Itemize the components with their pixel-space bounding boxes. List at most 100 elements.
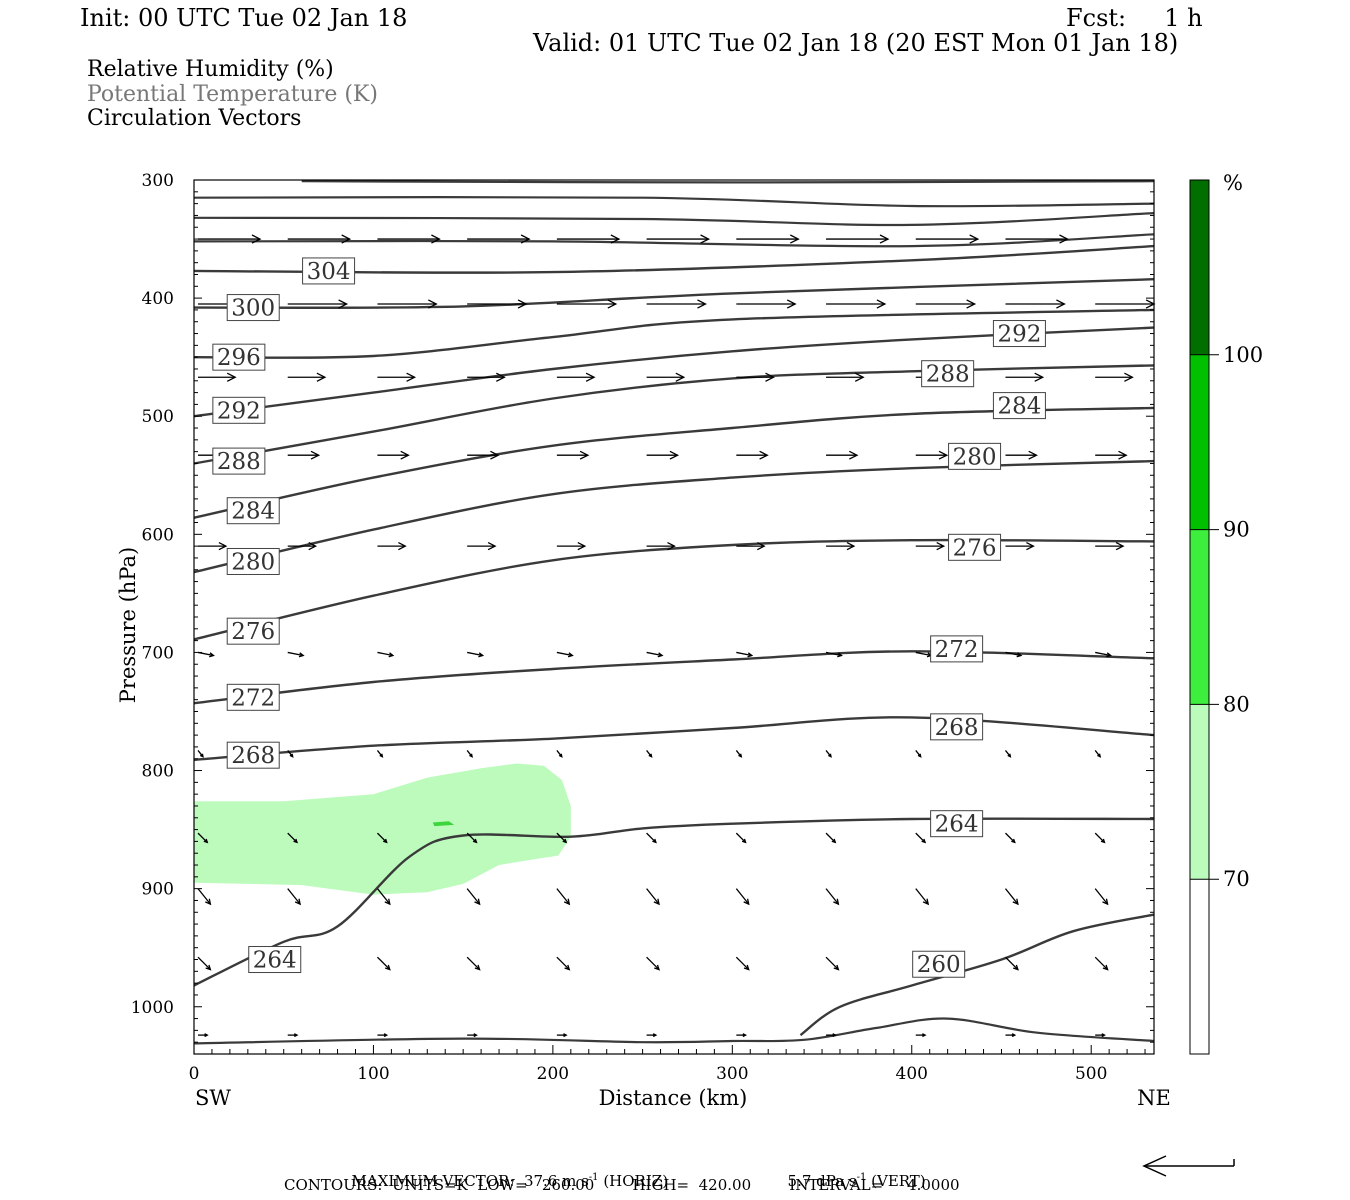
vector-head — [383, 1033, 389, 1038]
isentrope-268 — [193, 716, 1155, 762]
vector-head — [205, 898, 212, 906]
contour-label-264-box — [930, 810, 984, 838]
contour-label-268-box — [930, 713, 984, 741]
colorbar-label: 80 — [1223, 692, 1250, 716]
vector-head — [921, 838, 927, 844]
vector-shaft — [556, 651, 573, 657]
contour-label-280: 280 — [231, 549, 275, 575]
vector-shaft — [825, 832, 836, 843]
y-tick-label: 600 — [142, 525, 174, 545]
vector-shaft — [467, 651, 483, 657]
isentrope-extra — [193, 233, 1155, 248]
vector-head — [1026, 542, 1035, 551]
vector-head — [383, 838, 388, 844]
vector-head — [209, 652, 215, 658]
x-tick-label: 400 — [896, 1064, 928, 1084]
plot-border — [193, 179, 1155, 1055]
max-vector-line: MAXIMUM VECTOR: 37.6 m s-1 (HORIZ) — [342, 1158, 669, 1190]
vector-head — [289, 753, 294, 758]
vector-head — [1106, 652, 1113, 658]
contour-label-276-box — [948, 533, 1002, 561]
vector-head — [517, 299, 528, 309]
vector-shaft — [1094, 832, 1105, 843]
vector-head — [563, 1033, 568, 1038]
isentrope-extra — [193, 195, 1155, 208]
vector-shaft — [466, 832, 477, 843]
field-rh: Relative Humidity (%) — [87, 57, 334, 82]
vector-head — [490, 450, 500, 460]
contour-label-272: 272 — [231, 685, 275, 711]
vector-shaft — [556, 956, 570, 971]
x-axis-right-end: NE — [1137, 1086, 1171, 1110]
vector-head — [938, 450, 949, 460]
contour-label-264: 264 — [935, 812, 979, 838]
isentrope-280 — [193, 459, 1155, 574]
isentrope-300 — [193, 278, 1155, 309]
vector-head — [406, 372, 417, 382]
vector-shaft — [197, 888, 211, 905]
forecast-hour: Fcst: 1 h — [1066, 4, 1203, 32]
vector-head — [520, 234, 531, 244]
contour-label-276-box — [226, 617, 280, 645]
valid-time: Valid: 01 UTC Tue 02 Jan 18 (20 EST Mon … — [533, 29, 1179, 57]
horiz-exp: -1 — [588, 1172, 599, 1183]
vector-head — [849, 450, 859, 460]
vector-head — [562, 838, 568, 844]
isentrope-contours — [193, 180, 1155, 1045]
contour-label-268: 268 — [231, 743, 275, 769]
vector-head — [1028, 450, 1038, 460]
vector-head — [1034, 372, 1045, 382]
vector-head — [786, 299, 797, 309]
colorbar-label: 70 — [1223, 867, 1250, 891]
vector-head — [1011, 838, 1016, 844]
contour-label-280: 280 — [953, 444, 997, 470]
vector-head — [585, 372, 596, 382]
rh-region-80 — [432, 821, 455, 827]
contour-label-292: 292 — [217, 398, 261, 424]
contour-label-264-box — [248, 946, 302, 974]
contour-label-292-box — [212, 396, 266, 424]
init-time: Init: 00 UTC Tue 02 Jan 18 — [80, 4, 408, 32]
vector-head — [653, 898, 660, 906]
vector-head — [743, 964, 750, 971]
vector-head — [1097, 753, 1102, 758]
vector-shaft — [556, 888, 570, 905]
x-tick-label: 500 — [1075, 1064, 1107, 1084]
contour-label-284-box — [992, 392, 1046, 420]
vector-shaft — [646, 888, 660, 905]
horiz-value: 37.6 m s — [523, 1172, 589, 1190]
vector-head — [759, 450, 769, 460]
contour-label-272-box — [930, 635, 984, 663]
contour-label-304: 304 — [307, 259, 351, 285]
vector-shaft — [1095, 651, 1111, 657]
vector-shaft — [466, 888, 481, 905]
vector-head — [218, 542, 228, 551]
vector-shaft — [825, 956, 839, 971]
vector-head — [741, 838, 747, 844]
x-tick-label: 300 — [716, 1064, 748, 1084]
vector-head — [478, 652, 485, 658]
vector-shaft — [1094, 888, 1109, 905]
vector-shaft — [915, 888, 929, 905]
vector-shaft — [197, 651, 214, 657]
contour-label-260-box — [912, 950, 966, 978]
circulation-vectors — [197, 234, 1156, 1038]
vector-head — [474, 964, 481, 971]
axes: 300 400 500 600 700 800 900 1000 0 100 200 300 400 50… — [116, 171, 1171, 1110]
vector-head — [1102, 964, 1109, 971]
vector-head — [675, 372, 686, 382]
vector-head — [1056, 299, 1066, 309]
x-tick-label: 200 — [537, 1064, 569, 1084]
vector-head — [316, 372, 327, 382]
max-vector-label: MAXIMUM VECTOR: — [351, 1172, 515, 1190]
colorbar-segment — [1190, 879, 1209, 1054]
horiz-tag: (HORIZ) — [603, 1172, 669, 1190]
colorbar-unit: % — [1223, 171, 1243, 195]
vector-head — [473, 1033, 478, 1038]
contour-label-272-box — [226, 683, 280, 711]
contour-label-304-box — [302, 257, 356, 285]
vector-head — [1118, 450, 1128, 460]
vector-head — [474, 898, 481, 906]
vector-shaft — [376, 956, 391, 971]
